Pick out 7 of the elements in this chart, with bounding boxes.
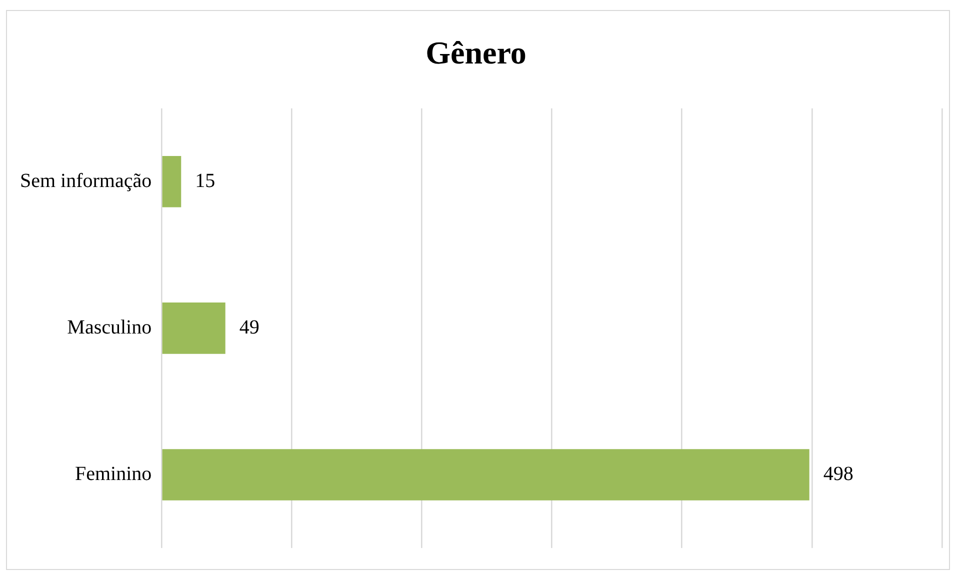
chart-title: Gênero bbox=[426, 34, 526, 70]
y-tick-label: Masculino bbox=[67, 316, 152, 338]
y-tick-label: Sem informação bbox=[20, 170, 152, 192]
data-label: 49 bbox=[239, 316, 260, 338]
data-label: 498 bbox=[823, 462, 854, 485]
data-label: 15 bbox=[195, 170, 216, 192]
y-tick-label: Feminino bbox=[74, 462, 152, 485]
